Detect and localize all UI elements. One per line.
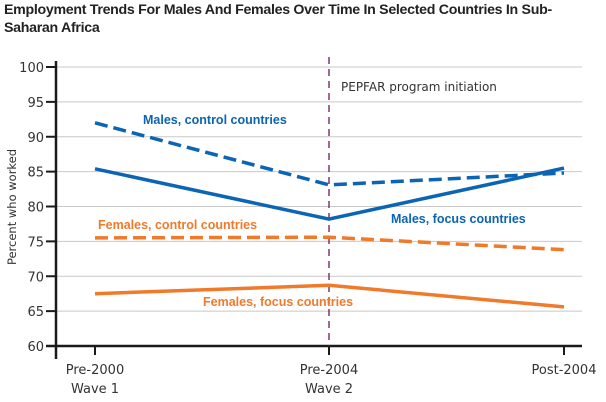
pepfar-annotation-label: PEPFAR program initiation [341, 80, 497, 94]
series-line-males-control-countries [94, 121, 565, 187]
annotations: PEPFAR program initiation [328, 57, 497, 346]
x-tick-label: Pre-2004 [300, 363, 358, 378]
series-labels: Males, control countries Males, focus cou… [98, 113, 526, 309]
x-axis-ticks: Pre-2000 Wave 1 Pre-2004 Wave 2 Post-2004 [66, 346, 597, 397]
y-tick-label: 95 [27, 96, 44, 111]
series-label: Females, control countries [98, 218, 257, 232]
y-tick-label: 80 [27, 201, 44, 216]
y-tick-label: 65 [27, 305, 44, 320]
series-lines [94, 121, 565, 309]
y-tick-label: 90 [27, 131, 44, 146]
x-tick-sublabel: Wave 1 [71, 382, 119, 397]
series-label: Females, focus countries [203, 295, 353, 309]
x-tick-sublabel: Wave 2 [305, 382, 353, 397]
series-label: Males, control countries [143, 113, 287, 127]
y-tick-label: 100 [19, 61, 44, 76]
y-axis-ticks: 60 65 70 75 80 85 90 95 100 [19, 61, 56, 355]
x-tick-label: Pre-2000 [66, 363, 124, 378]
series-label: Males, focus countries [391, 212, 526, 226]
y-tick-label: 60 [27, 340, 44, 355]
y-tick-label: 70 [27, 270, 44, 285]
y-tick-label: 75 [27, 235, 44, 250]
y-axis-label: Percent who worked [5, 149, 19, 265]
x-tick-label: Post-2004 [532, 363, 597, 378]
gridlines [56, 66, 582, 312]
chart-title: Employment Trends For Males And Females … [4, 2, 552, 36]
axes [46, 61, 582, 359]
y-tick-label: 85 [27, 166, 44, 181]
